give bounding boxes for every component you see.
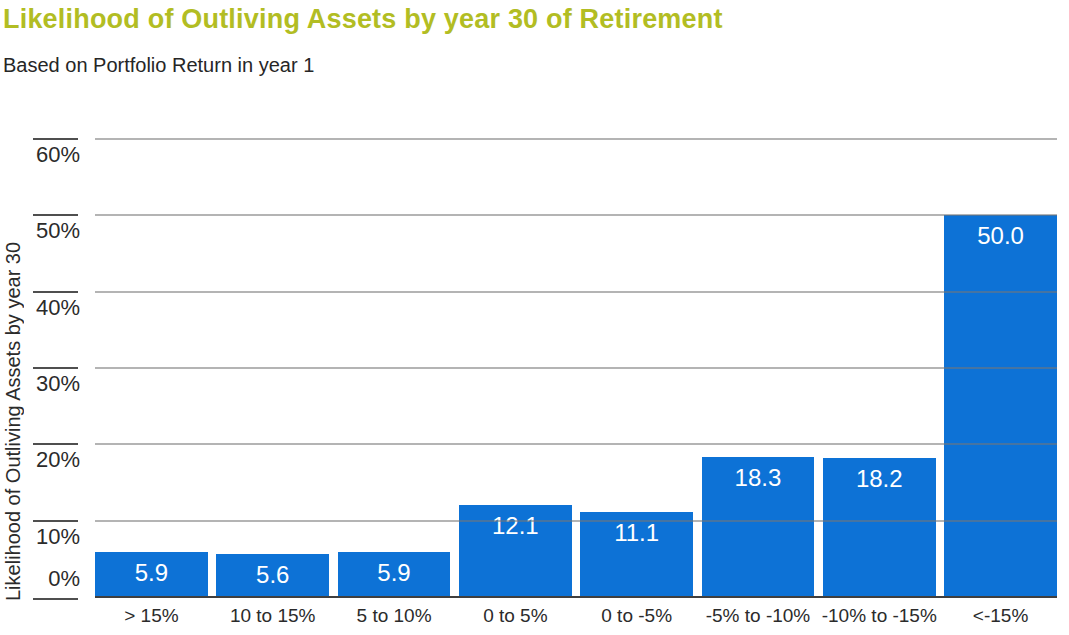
gridline — [95, 443, 1057, 445]
bar-value-label: 5.9 — [95, 559, 208, 587]
bar: 11.1 — [580, 512, 693, 597]
gridline — [95, 214, 1057, 216]
bar: 5.9 — [338, 552, 451, 597]
bar: 5.6 — [216, 554, 329, 597]
bar: 12.1 — [459, 505, 572, 597]
y-tick-label: 10% — [0, 524, 80, 550]
y-tick-label: 40% — [0, 295, 80, 321]
bar-value-label: 50.0 — [944, 222, 1057, 250]
bar-value-label: 12.1 — [459, 512, 572, 540]
y-tick-mark — [33, 443, 78, 445]
x-category-label: <-15% — [911, 605, 1069, 627]
y-tick-mark — [33, 291, 78, 293]
bar-value-label: 5.6 — [216, 561, 329, 589]
gridline — [95, 367, 1057, 369]
x-axis-line — [95, 596, 1057, 598]
bar: 18.3 — [702, 457, 815, 597]
gridline — [95, 138, 1057, 140]
gridline — [95, 291, 1057, 293]
bar-chart: Likelihood of Outliving Assets by year 3… — [0, 0, 1069, 635]
bar-value-label: 18.3 — [702, 464, 815, 492]
y-tick-mark — [33, 214, 78, 216]
chart-subtitle: Based on Portfolio Return in year 1 — [3, 54, 314, 77]
bar: 5.9 — [95, 552, 208, 597]
y-tick-label: 50% — [0, 218, 80, 244]
y-tick-label: 0% — [0, 566, 80, 592]
y-tick-label: 20% — [0, 447, 80, 473]
y-tick-label: 30% — [0, 371, 80, 397]
bar-value-label: 11.1 — [580, 519, 693, 547]
bar-value-label: 5.9 — [338, 559, 451, 587]
y-tick-mark — [33, 598, 78, 600]
y-tick-mark — [33, 367, 78, 369]
bar: 18.2 — [823, 458, 936, 597]
bar: 50.0 — [944, 215, 1057, 597]
y-tick-label: 60% — [0, 142, 80, 168]
y-tick-mark — [33, 138, 78, 140]
chart-title: Likelihood of Outliving Assets by year 3… — [3, 4, 723, 35]
bar-value-label: 18.2 — [823, 465, 936, 493]
y-tick-mark — [33, 520, 78, 522]
